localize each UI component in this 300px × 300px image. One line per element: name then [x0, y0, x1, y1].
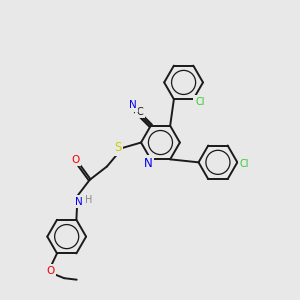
Text: Cl: Cl — [239, 159, 249, 169]
Text: C: C — [137, 106, 143, 116]
Text: S: S — [114, 141, 122, 154]
Text: O: O — [46, 266, 54, 276]
Text: O: O — [71, 154, 80, 165]
Text: Cl: Cl — [195, 97, 205, 106]
Text: N: N — [75, 197, 83, 207]
Text: N: N — [128, 100, 136, 110]
Text: N: N — [144, 157, 153, 170]
Text: H: H — [85, 196, 92, 206]
